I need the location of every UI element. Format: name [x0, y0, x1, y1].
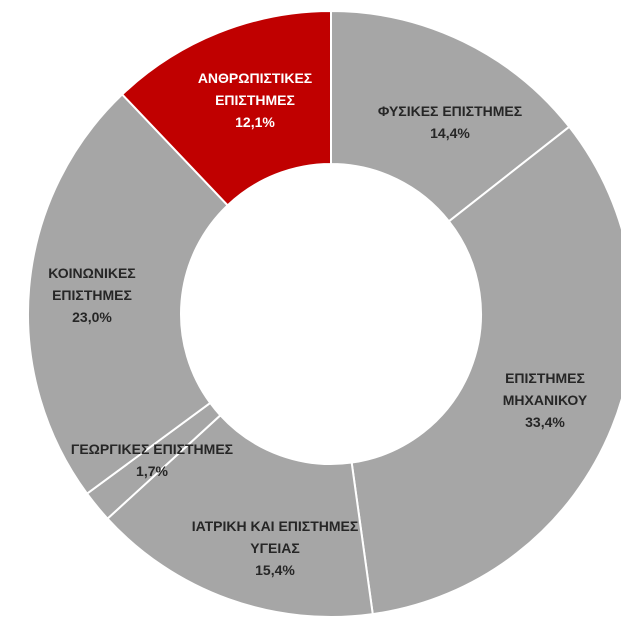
donut-slice	[27, 93, 230, 496]
category-label: ΙΑΤΡΙΚΗ ΚΑΙ ΕΠΙΣΤΗΜΕΣ ΥΓΕΙΑΣ	[191, 518, 359, 556]
category-label: ΑΝΘΡΩΠΙΣΤΙΚΕΣ ΕΠΙΣΤΗΜΕΣ	[197, 70, 313, 108]
donut-slice	[330, 9, 571, 223]
donut-slice	[350, 125, 621, 616]
value-label: 12,1%	[235, 114, 275, 130]
category-label: ΚΟΙΝΩΝΙΚΕΣ ΕΠΙΣΤΗΜΕΣ	[48, 265, 136, 303]
slice-label: ΚΟΙΝΩΝΙΚΕΣ ΕΠΙΣΤΗΜΕΣ 23,0%	[37, 262, 147, 328]
slice-label: ΑΝΘΡΩΠΙΣΤΙΚΕΣ ΕΠΙΣΤΗΜΕΣ 12,1%	[185, 67, 325, 133]
value-label: 1,7%	[136, 463, 168, 479]
slice-label: ΓΕΩΡΓΙΚΕΣ ΕΠΙΣΤΗΜΕΣ 1,7%	[37, 438, 267, 482]
value-label: 15,4%	[255, 562, 295, 578]
value-label: 14,4%	[430, 125, 470, 141]
value-label: 23,0%	[72, 309, 112, 325]
slice-label: ΙΑΤΡΙΚΗ ΚΑΙ ΕΠΙΣΤΗΜΕΣ ΥΓΕΙΑΣ 15,4%	[190, 515, 360, 581]
category-label: ΓΕΩΡΓΙΚΕΣ ΕΠΙΣΤΗΜΕΣ	[70, 441, 234, 457]
category-label: ΦΥΣΙΚΕΣ ΕΠΙΣΤΗΜΕΣ	[377, 103, 523, 119]
slice-label: ΕΠΙΣΤΗΜΕΣ ΜΗΧΑΝΙΚΟΥ 33,4%	[485, 367, 605, 433]
value-label: 33,4%	[525, 414, 565, 430]
slice-label: ΦΥΣΙΚΕΣ ΕΠΙΣΤΗΜΕΣ 14,4%	[345, 100, 555, 144]
donut-slice	[120, 9, 332, 207]
category-label: ΕΠΙΣΤΗΜΕΣ ΜΗΧΑΝΙΚΟΥ	[502, 370, 588, 408]
donut-slice	[106, 413, 374, 618]
